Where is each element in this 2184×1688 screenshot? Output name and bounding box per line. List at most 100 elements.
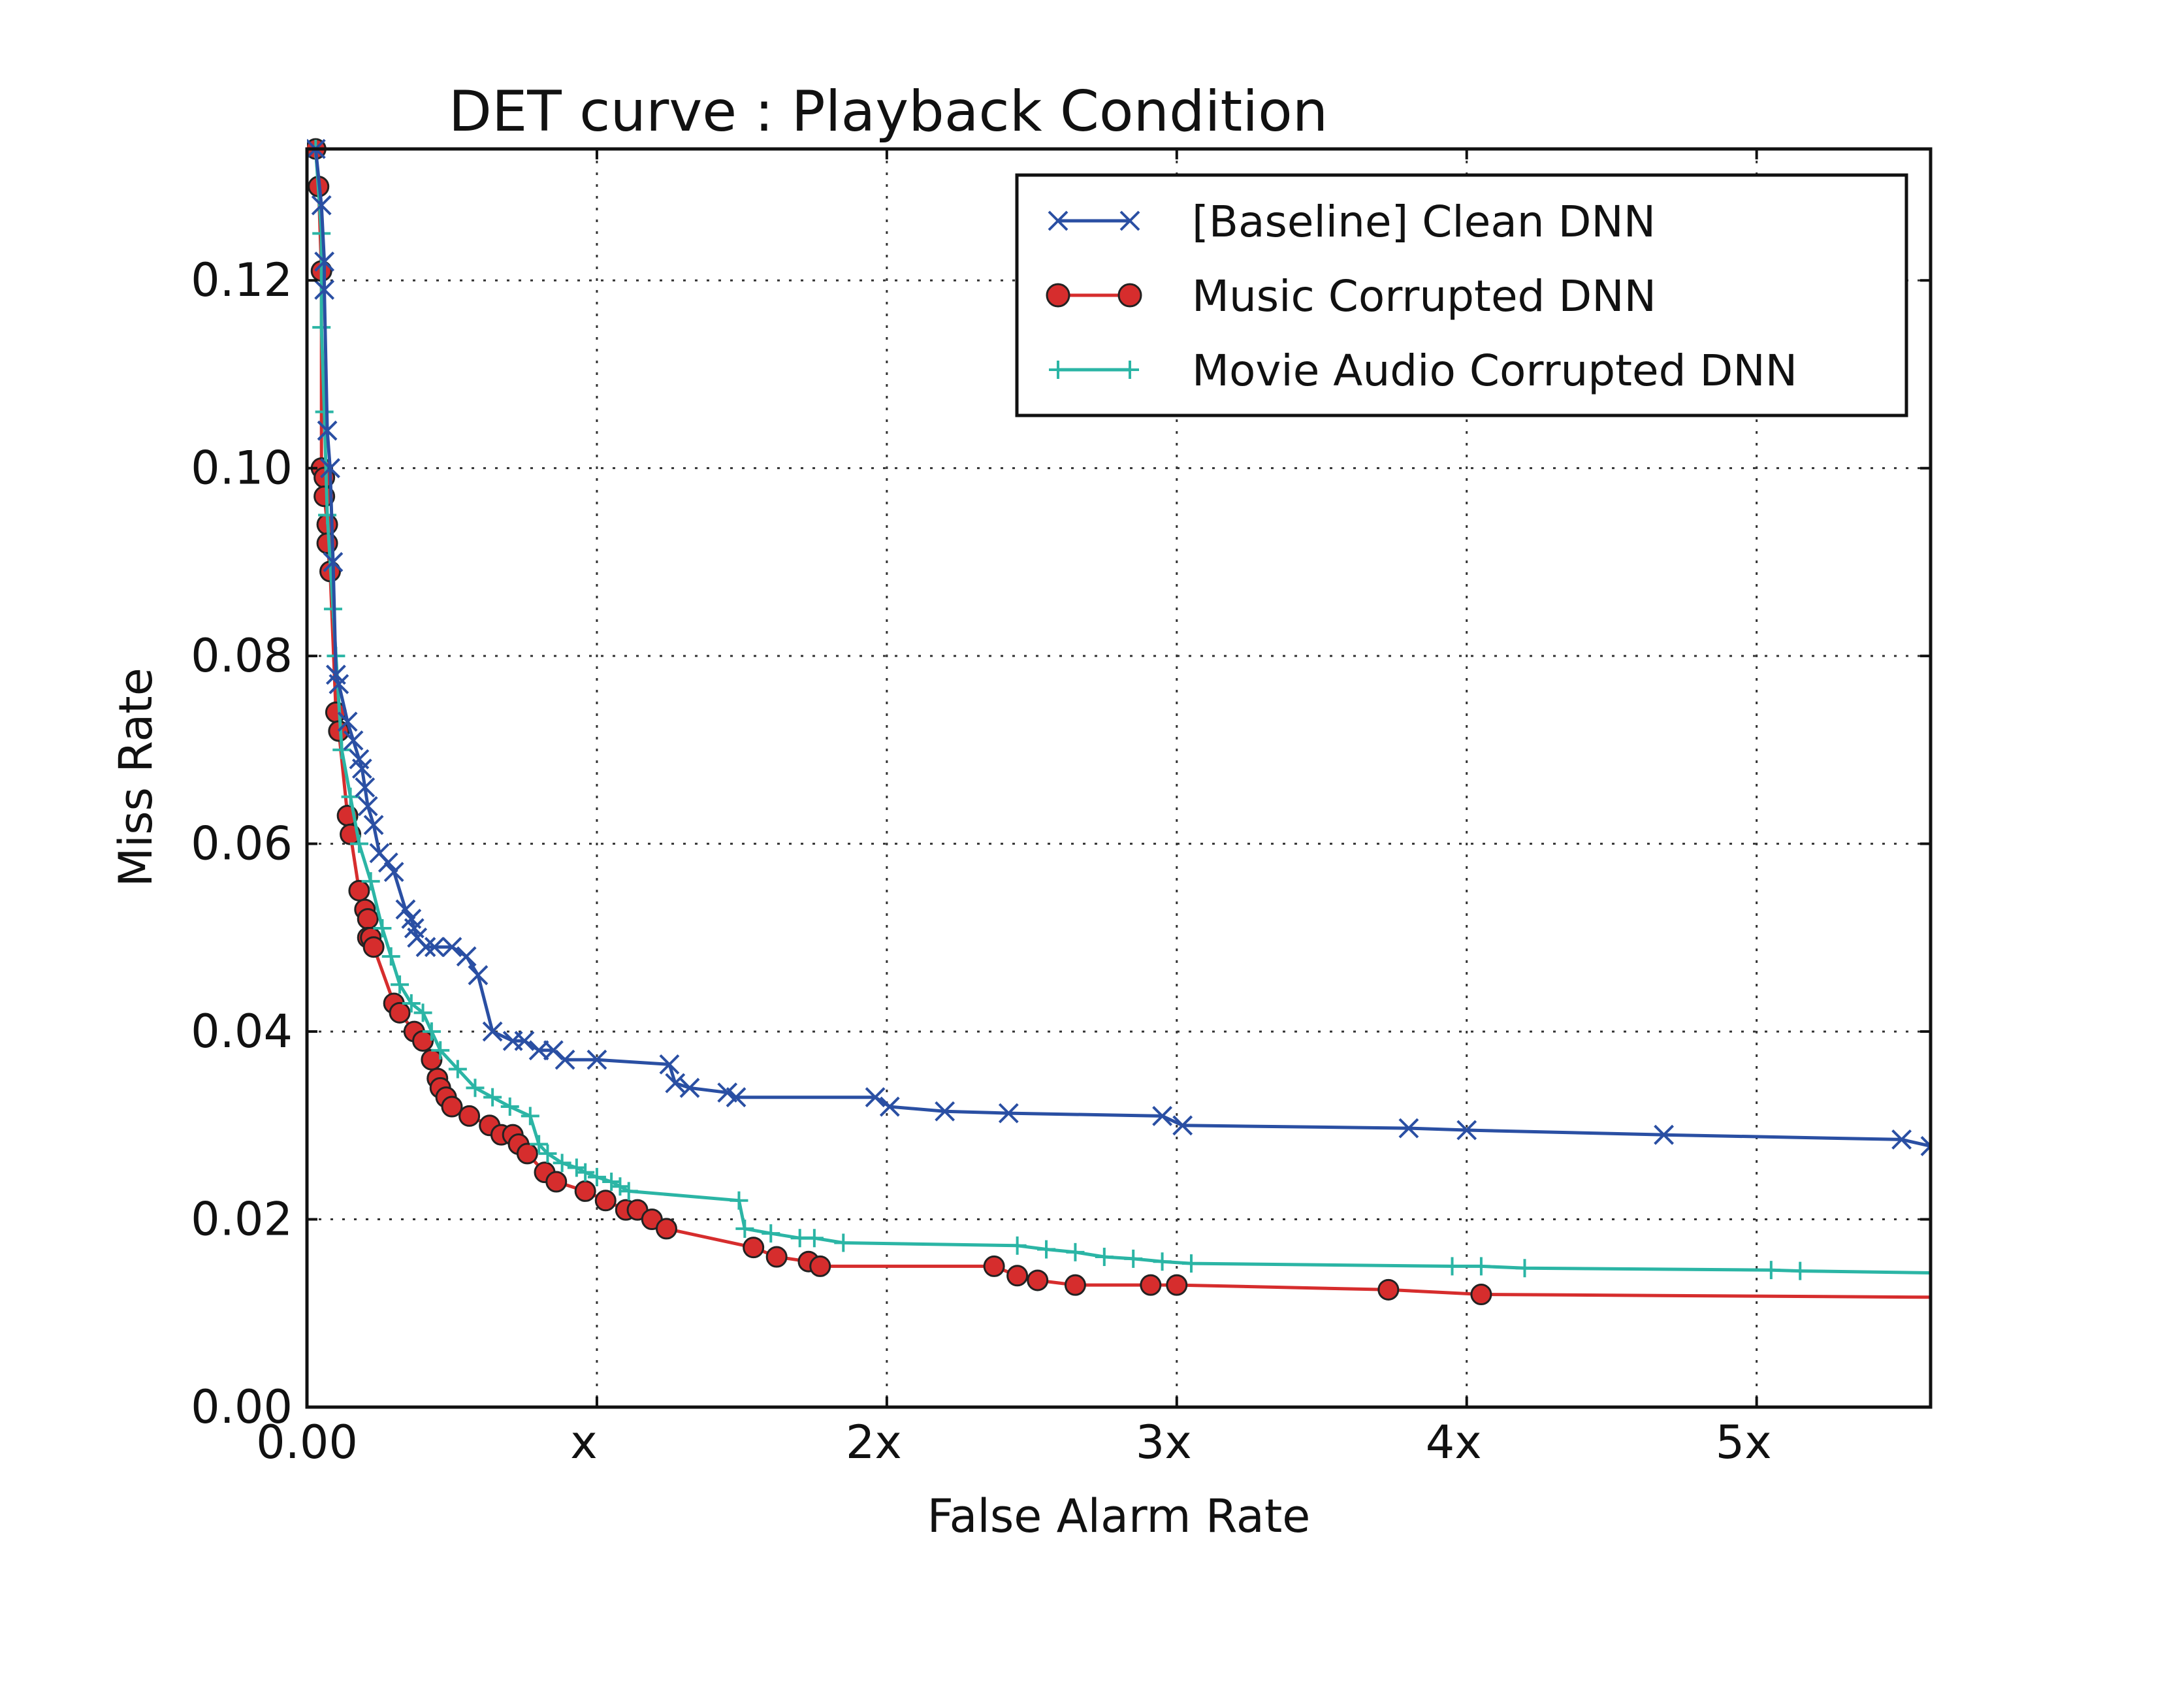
x-tick-label: 3x [1136, 1416, 1192, 1469]
data-point [1761, 1261, 1780, 1280]
data-point [413, 1003, 432, 1022]
y-tick-label: 0.04 [191, 1005, 293, 1058]
data-point [586, 1049, 607, 1070]
legend-label: Music Corrupted DNN [1192, 271, 1656, 321]
data-point [543, 1040, 564, 1061]
data-point [317, 420, 338, 441]
data-point [1891, 1129, 1912, 1150]
data-point [332, 740, 351, 759]
data-point [1443, 1257, 1462, 1276]
data-point [361, 872, 380, 891]
legend-marker [1049, 361, 1067, 379]
data-point [357, 796, 378, 817]
data-point [765, 1246, 788, 1268]
y-tick-label: 0.00 [191, 1380, 293, 1434]
y-axis-label: Miss Rate [109, 668, 163, 887]
y-tick-label: 0.12 [191, 253, 293, 307]
data-point [574, 1180, 596, 1202]
data-point [320, 458, 340, 479]
x-tick-label: x [570, 1416, 597, 1469]
x-axis-label: False Alarm Rate [927, 1489, 1311, 1543]
data-point [530, 1135, 549, 1154]
data-point [935, 1101, 956, 1122]
data-point [329, 674, 349, 694]
data-point [1140, 1274, 1162, 1296]
data-point [576, 1163, 595, 1182]
data-point [355, 777, 376, 798]
data-point [587, 1167, 606, 1186]
data-point [514, 1031, 535, 1051]
data-point [1921, 1263, 1931, 1282]
data-point [343, 730, 364, 751]
data-point [422, 1022, 441, 1041]
data-point [1470, 1284, 1492, 1306]
legend: [Baseline] Clean DNN Music Corrupted DNN M… [1015, 173, 1908, 417]
data-point [395, 899, 416, 920]
data-point [468, 965, 489, 986]
data-point [1181, 1254, 1200, 1273]
data-point [1172, 1115, 1193, 1136]
data-point [528, 1040, 549, 1061]
data-point [402, 994, 421, 1013]
data-point [312, 318, 331, 337]
data-point [500, 1097, 519, 1116]
data-point [983, 1255, 1005, 1277]
data-point [1064, 1274, 1086, 1296]
data-point [743, 1237, 765, 1259]
legend-entry: Movie Audio Corrupted DNN [1049, 346, 1797, 396]
data-point [726, 1087, 747, 1108]
data-point [1006, 1265, 1029, 1287]
data-point [349, 834, 368, 853]
data-point [1027, 1269, 1049, 1291]
data-point [315, 402, 334, 421]
data-point [834, 1233, 853, 1252]
legend-marker [1117, 283, 1142, 308]
data-point [516, 1143, 538, 1165]
legend-label: [Baseline] Clean DNN [1192, 197, 1656, 247]
data-point [554, 1049, 575, 1070]
y-axis-ticks: 0.00 0.02 0.04 0.06 0.08 0.10 0.12 [191, 253, 1931, 1434]
data-point [466, 1079, 485, 1097]
x-tick-label: 2x [846, 1416, 902, 1469]
data-point [424, 937, 445, 958]
data-point [545, 1171, 568, 1193]
data-point [311, 195, 332, 216]
data-point [1920, 1136, 1931, 1156]
data-point [1153, 1252, 1172, 1271]
series-3 [307, 140, 1931, 1282]
data-point [655, 1218, 677, 1240]
x-axis-ticks: 0.00 x 2x 3x 4x 5x [256, 149, 1772, 1469]
data-point [1471, 1257, 1490, 1276]
data-point [735, 1219, 754, 1238]
data-point [553, 1154, 571, 1173]
data-point [415, 937, 436, 958]
data-point [1066, 1242, 1085, 1261]
data-point [1377, 1278, 1400, 1301]
data-point [809, 1255, 831, 1277]
legend-entry: [Baseline] Clean DNN [1048, 197, 1656, 247]
data-point [348, 879, 370, 901]
data-point [412, 1030, 434, 1052]
data-point [389, 1001, 411, 1024]
chart-title: DET curve : Playback Condition [449, 79, 1328, 144]
y-tick-label: 0.02 [191, 1193, 293, 1246]
data-point [456, 946, 477, 967]
data-point [363, 815, 384, 836]
data-point [448, 1060, 467, 1079]
data-point [762, 1224, 780, 1243]
data-point [483, 1088, 502, 1107]
series-1 [307, 138, 1931, 1156]
series-layer [307, 138, 1931, 1306]
data-point [1515, 1259, 1534, 1278]
data-point [1124, 1249, 1143, 1268]
data-point [431, 1041, 450, 1060]
data-point [314, 252, 335, 272]
data-point [730, 1191, 748, 1210]
x-tick-label: 4x [1426, 1416, 1482, 1469]
data-point [594, 1190, 617, 1212]
data-point [1095, 1248, 1114, 1267]
data-point [1152, 1106, 1173, 1126]
x-tick-label: 5x [1716, 1416, 1772, 1469]
data-point [611, 1177, 630, 1196]
data-point [1166, 1274, 1188, 1296]
